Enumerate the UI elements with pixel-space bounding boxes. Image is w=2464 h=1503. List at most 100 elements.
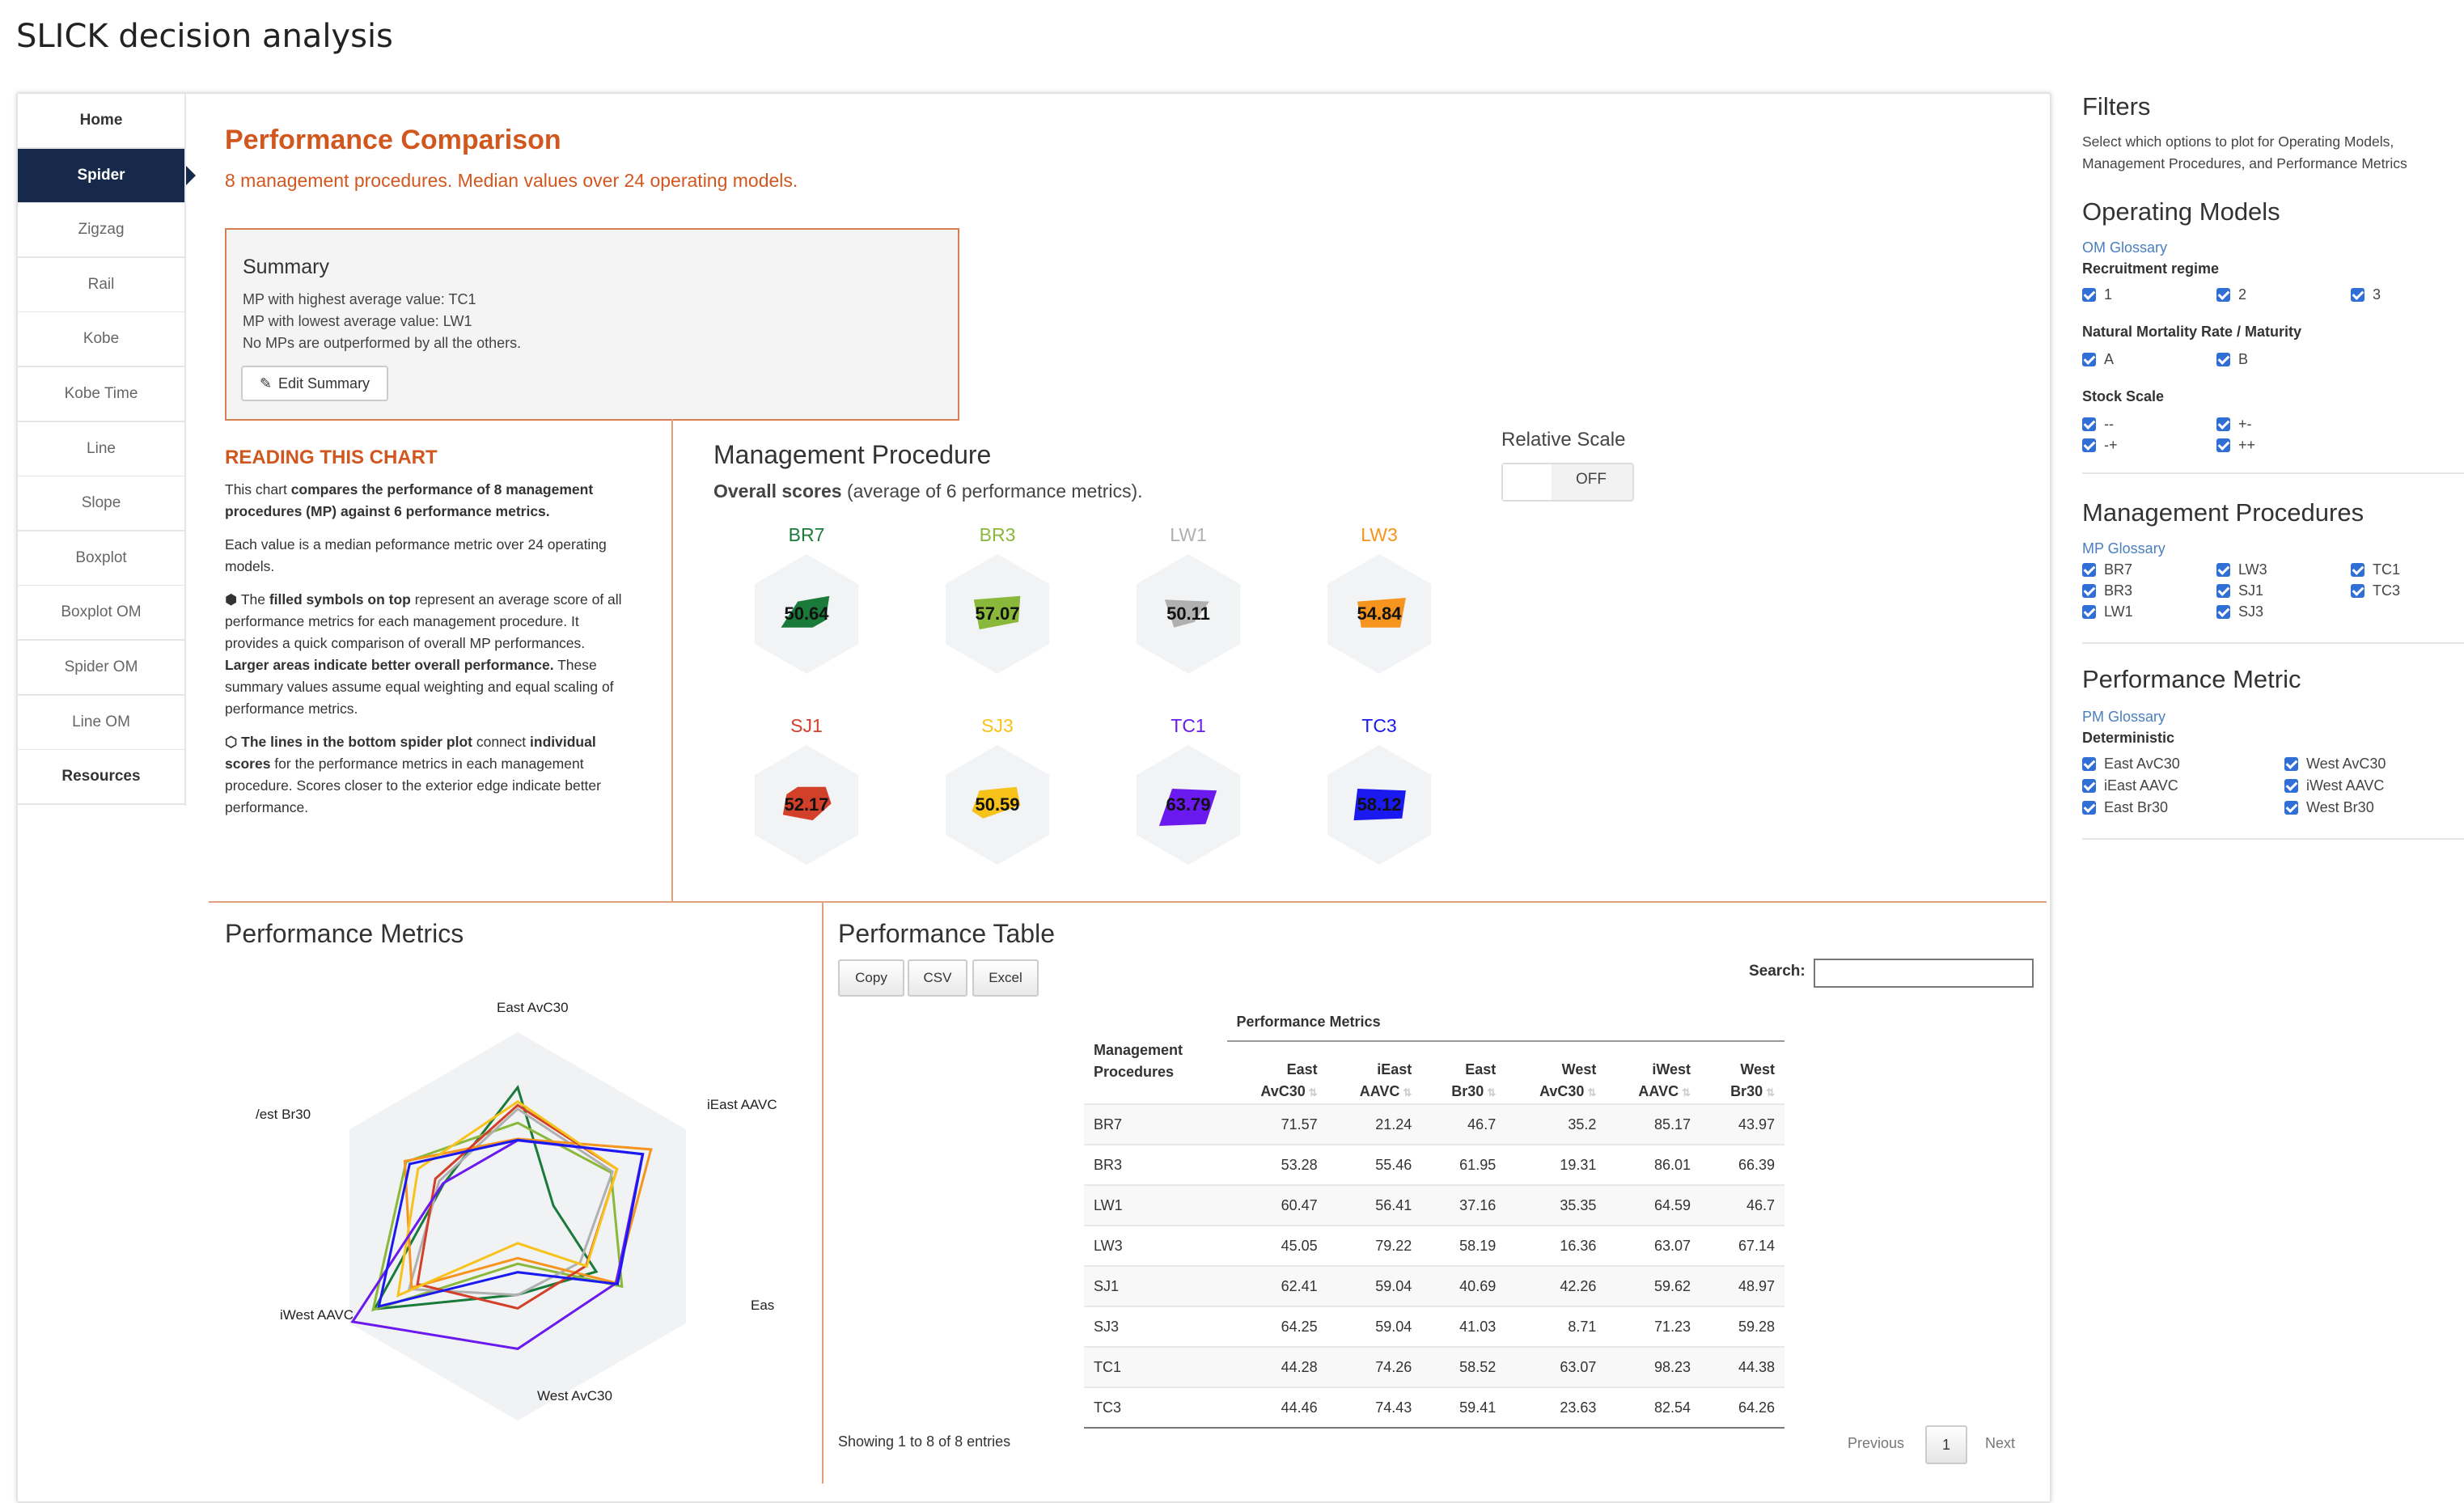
checkbox-icon[interactable] (2216, 438, 2230, 452)
table-row: BR7 71.57 21.24 46.7 35.2 85.17 43.97 (1084, 1103, 1784, 1145)
filter-checkbox[interactable]: East AvC30 (2082, 756, 2180, 773)
checkbox-icon[interactable] (2351, 563, 2365, 577)
mp-score-shape (972, 786, 1021, 819)
checkbox-label: LW3 (2238, 561, 2267, 578)
checkbox-label: ++ (2238, 437, 2256, 453)
filter-checkbox[interactable]: East Br30 (2082, 799, 2168, 816)
checkbox-label: 1 (2104, 286, 2113, 303)
filter-checkbox[interactable]: BR3 (2082, 582, 2132, 599)
nav-item-kobe[interactable]: Kobe (18, 312, 184, 368)
filter-checkbox[interactable]: A (2082, 351, 2114, 368)
filter-checkbox[interactable]: LW1 (2082, 603, 2133, 620)
relative-scale-label: Relative Scale (1501, 429, 1626, 451)
cell-value: 67.14 (1700, 1225, 1784, 1266)
mp-glossary-link[interactable]: MP Glossary (2082, 540, 2166, 557)
cell-value: 85.17 (1606, 1103, 1700, 1145)
pagination-previous[interactable]: Previous (1848, 1435, 1905, 1451)
filter-checkbox[interactable]: 3 (2351, 286, 2381, 303)
checkbox-icon[interactable] (2351, 288, 2365, 302)
checkbox-icon[interactable] (2082, 757, 2096, 771)
filter-checkbox[interactable]: TC1 (2351, 561, 2400, 578)
summary-line: No MPs are outperformed by all the other… (243, 335, 522, 351)
filter-checkbox[interactable]: West Br30 (2284, 799, 2374, 816)
checkbox-label: TC1 (2373, 561, 2401, 578)
om-glossary-link[interactable]: OM Glossary (2082, 239, 2168, 256)
pagination-next[interactable]: Next (1985, 1435, 2016, 1451)
nav-item-spider[interactable]: Spider (18, 148, 196, 204)
checkbox-label: A (2104, 351, 2115, 367)
checkbox-icon[interactable] (2082, 288, 2096, 302)
checkbox-icon[interactable] (2082, 353, 2096, 366)
nav-item-spider-om[interactable]: Spider OM (18, 641, 184, 696)
filter-checkbox[interactable]: 2 (2216, 286, 2246, 303)
checkbox-icon[interactable] (2351, 584, 2365, 598)
col-mp-header[interactable]: Management Procedures (1094, 1042, 1183, 1080)
checkbox-icon[interactable] (2082, 801, 2096, 815)
nav-item-line-om[interactable]: Line OM (18, 695, 184, 751)
checkbox-icon[interactable] (2082, 563, 2096, 577)
nav-item-boxplot-om[interactable]: Boxplot OM (18, 586, 184, 641)
column-header[interactable]: East AvC30 ⇅ (1227, 1041, 1327, 1104)
filter-checkbox[interactable]: LW3 (2216, 561, 2267, 578)
checkbox-icon[interactable] (2284, 801, 2298, 815)
checkbox-icon[interactable] (2082, 584, 2096, 598)
mp-card-hexagon (754, 745, 859, 865)
checkbox-icon[interactable] (2216, 417, 2230, 431)
search-input[interactable] (1814, 959, 2034, 988)
checkbox-icon[interactable] (2216, 353, 2230, 366)
checkbox-icon[interactable] (2082, 438, 2096, 452)
edit-summary-button[interactable]: ✎ Edit Summary (241, 366, 388, 401)
checkbox-icon[interactable] (2216, 563, 2230, 577)
spider-axis-label: Eas (751, 1298, 775, 1313)
app-title: SLICK decision analysis (16, 18, 393, 55)
checkbox-icon[interactable] (2284, 779, 2298, 793)
filter-checkbox[interactable]: 1 (2082, 286, 2112, 303)
nav-item-home[interactable]: Home (18, 94, 184, 149)
table-row: LW1 60.47 56.41 37.16 35.35 64.59 46.7 (1084, 1184, 1784, 1226)
excel-button[interactable]: Excel (972, 959, 1039, 997)
cell-value: 53.28 (1226, 1144, 1327, 1185)
column-header[interactable]: East Br30 ⇅ (1421, 1041, 1505, 1104)
filter-checkbox[interactable]: iEast AAVC (2082, 777, 2178, 794)
filter-checkbox[interactable]: -+ (2082, 437, 2118, 454)
csv-button[interactable]: CSV (908, 959, 967, 997)
nav-item-rail[interactable]: Rail (18, 257, 184, 313)
section-divider (671, 419, 673, 901)
checkbox-icon[interactable] (2216, 288, 2230, 302)
nav-item-slope[interactable]: Slope (18, 476, 184, 532)
summary-line: MP with lowest average value: LW1 (243, 313, 472, 329)
filter-checkbox[interactable]: West AvC30 (2284, 756, 2386, 773)
filter-checkbox[interactable]: iWest AAVC (2284, 777, 2384, 794)
checkbox-icon[interactable] (2216, 605, 2230, 619)
column-header[interactable]: West AvC30 ⇅ (1505, 1041, 1606, 1104)
copy-button[interactable]: Copy (838, 959, 904, 997)
filter-checkbox[interactable]: B (2216, 351, 2248, 368)
filter-checkbox[interactable]: BR7 (2082, 561, 2132, 578)
checkbox-icon[interactable] (2284, 757, 2298, 771)
pm-glossary-link[interactable]: PM Glossary (2082, 709, 2166, 725)
spider-axis-label: /est Br30 (256, 1107, 311, 1122)
nav-item-resources[interactable]: Resources (18, 750, 184, 806)
filter-checkbox[interactable]: -- (2082, 416, 2114, 433)
mp-score-shape (1164, 599, 1209, 628)
checkbox-icon[interactable] (2082, 417, 2096, 431)
filter-checkbox[interactable]: TC3 (2351, 582, 2400, 599)
nav-item-zigzag[interactable]: Zigzag (18, 203, 184, 259)
mp-card-value: 50.64 (784, 603, 829, 624)
checkbox-icon[interactable] (2216, 584, 2230, 598)
filter-checkbox[interactable]: SJ1 (2216, 582, 2263, 599)
column-header[interactable]: iWest AAVC ⇅ (1606, 1041, 1700, 1104)
filter-checkbox[interactable]: ++ (2216, 437, 2255, 454)
nav-item-boxplot[interactable]: Boxplot (18, 531, 184, 586)
filter-checkbox[interactable]: SJ3 (2216, 603, 2263, 620)
nav-item-kobe-time[interactable]: Kobe Time (18, 367, 184, 422)
filter-checkbox[interactable]: +- (2216, 416, 2252, 433)
column-header[interactable]: iEast AAVC ⇅ (1327, 1041, 1422, 1104)
toggle-knob[interactable] (1503, 464, 1552, 500)
checkbox-icon[interactable] (2082, 779, 2096, 793)
pagination-page-1[interactable]: 1 (1925, 1425, 1967, 1464)
om-group-label: Stock Scale (2082, 388, 2165, 404)
checkbox-icon[interactable] (2082, 605, 2096, 619)
nav-item-line[interactable]: Line (18, 421, 184, 477)
column-header[interactable]: West Br30 ⇅ (1700, 1041, 1784, 1104)
